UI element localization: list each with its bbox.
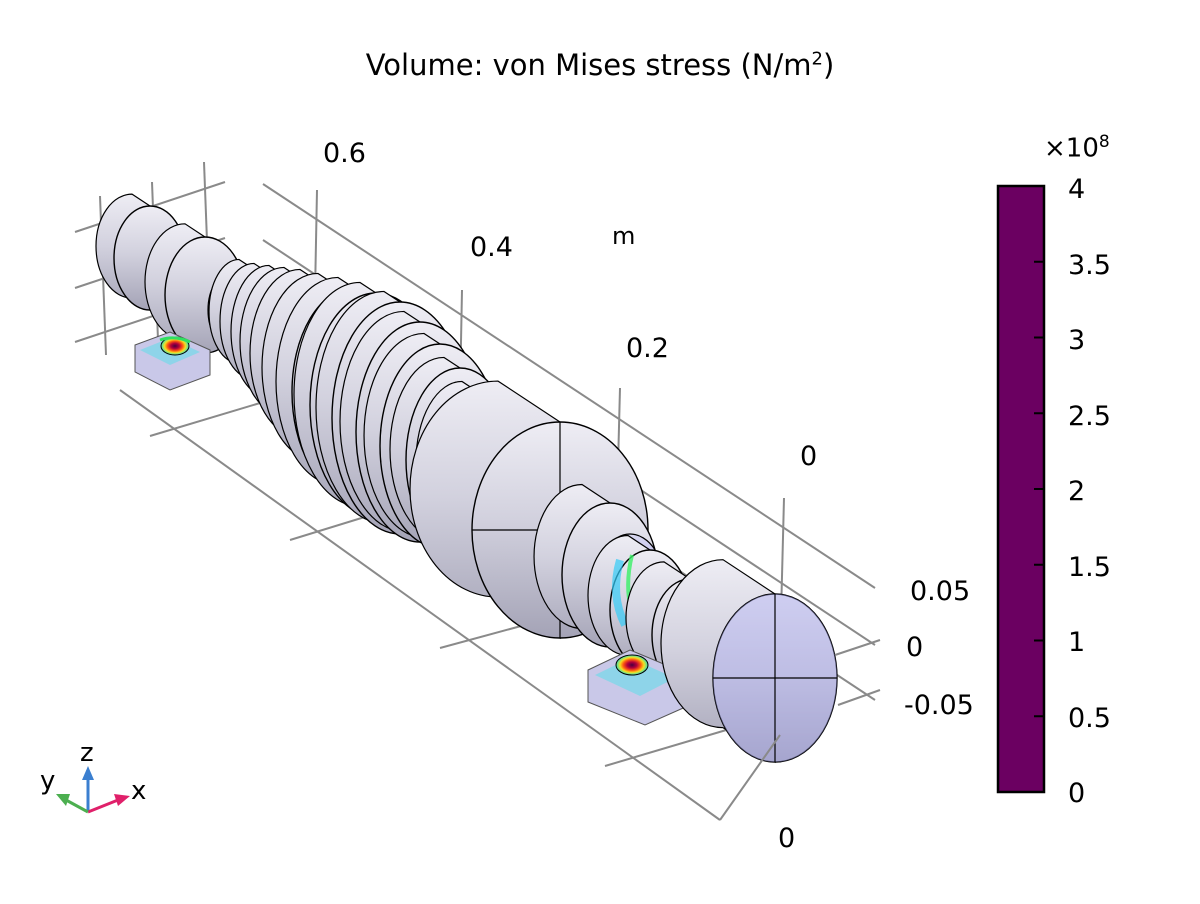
grid-line: [834, 639, 881, 656]
triad-x-axis: [87, 798, 119, 814]
colorbar-tick-label: 3: [1068, 325, 1086, 356]
colorbar-tick-label: 2.5: [1068, 401, 1111, 432]
plot-title-text: Volume: von Mises stress: [365, 48, 732, 82]
colorbar-tick-label: 0: [1068, 778, 1086, 809]
plot-title-unit: (N/m: [740, 48, 812, 82]
colorbar-tick-label: 1: [1068, 627, 1086, 658]
axis-grid-front: [719, 639, 881, 821]
colorbar-multiplier-exp: 8: [1098, 132, 1110, 152]
triad-z-label: z: [80, 738, 94, 768]
y-tick-label: 0.05: [910, 576, 971, 607]
grid-line: [119, 389, 721, 821]
stress-band: [612, 558, 629, 627]
y-tick-label: 0: [906, 632, 924, 663]
colorbar-tick-label: 4: [1068, 174, 1086, 205]
x-axis-unit: m: [612, 222, 636, 250]
plot-title: Volume: von Mises stress (N/m2): [0, 48, 1200, 82]
plot-title-unit-close: ): [822, 48, 835, 82]
plot-title-unit-exp: 2: [811, 48, 823, 70]
triad-x-label: x: [131, 776, 147, 806]
rotor-body: [95, 193, 838, 764]
triad-y-label: y: [40, 766, 56, 796]
x-tick-label: 0.6: [323, 138, 366, 169]
triad-y-arrow: [56, 794, 70, 806]
bearing-hotspot: [615, 654, 649, 676]
colorbar-tick-label: 1.5: [1068, 552, 1111, 583]
colorbar-multiplier-text: ×10: [1044, 133, 1099, 164]
colorbar-tick-label: 3.5: [1068, 250, 1111, 281]
colorbar-tick-label: 0.5: [1068, 703, 1111, 734]
colorbar-tick-label: 2: [1068, 476, 1086, 507]
axis-triad: [56, 766, 130, 814]
triad-z-arrow: [82, 766, 94, 780]
stress-band: [159, 336, 191, 344]
colorbar: [996, 184, 1046, 794]
y-tick-label: -0.05: [904, 690, 974, 721]
x-tick-label: 0: [800, 441, 818, 472]
z-tick-label: 0: [778, 823, 796, 854]
grid-line: [719, 734, 781, 821]
triad-y-axis: [65, 798, 89, 814]
grid-line: [262, 183, 876, 589]
grid-line: [837, 689, 881, 706]
x-tick-label: 0.2: [626, 333, 669, 364]
grid-line: [149, 399, 271, 437]
colorbar-multiplier: ×108: [1044, 132, 1110, 164]
shaft-segment: [660, 559, 838, 764]
triad-x-arrow: [114, 794, 130, 806]
x-tick-label: 0.4: [470, 232, 513, 263]
pedestal-top: [595, 658, 675, 696]
